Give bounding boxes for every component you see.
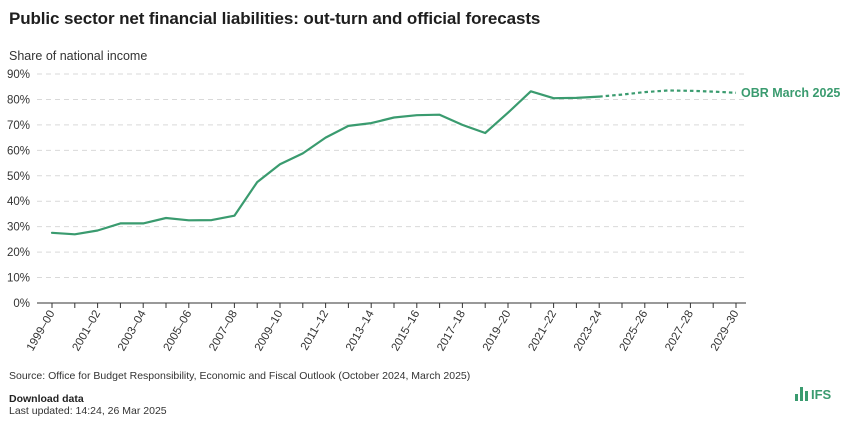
chart-title: Public sector net financial liabilities:… [9, 9, 541, 28]
x-tick-label: 2015–16 [390, 309, 423, 354]
x-tick-label: 2021–22 [526, 309, 559, 354]
x-tick-label: 2013–14 [344, 308, 377, 353]
x-axis: 1999–00 2001–02 2003–04 2005–06 2007–08 2009–… [25, 302, 746, 354]
y-tick-label: 80% [7, 94, 30, 106]
y-tick-label: 90% [7, 69, 30, 81]
logo-bar [795, 394, 798, 401]
annotations: OBR March 2025 [741, 86, 840, 100]
y-tick-label: 10% [7, 273, 30, 285]
x-tick-label: 2019–20 [481, 309, 514, 354]
x-tick-label: 2023–24 [572, 308, 605, 353]
y-tick-label: 0% [13, 298, 30, 310]
gridlines [37, 73, 746, 279]
series-end-label: OBR March 2025 [741, 86, 840, 100]
y-tick-label: 40% [7, 196, 30, 208]
series-lines [50, 89, 737, 236]
y-tick-label: 20% [7, 247, 30, 259]
x-tick-label: 2025–26 [618, 309, 651, 354]
x-tick-label: 2017–18 [435, 309, 468, 354]
download-data-link[interactable]: Download data [9, 393, 84, 405]
last-updated: Last updated: 14:24, 26 Mar 2025 [9, 405, 167, 417]
x-tick-label: 2001–02 [70, 309, 103, 354]
x-tick-label: 2007–08 [207, 309, 240, 354]
x-tick-label: 2003–04 [116, 308, 149, 353]
y-tick-label: 30% [7, 222, 30, 234]
source-note: Source: Office for Budget Responsibility… [9, 370, 471, 382]
y-tick-label: 70% [7, 120, 30, 132]
logo-bar [805, 391, 808, 401]
y-tick-label: 60% [7, 145, 30, 157]
logo-bar [800, 387, 803, 401]
y-axis-label: Share of national income [9, 49, 148, 63]
x-tick-label: 2009–10 [253, 309, 286, 354]
series-line-out-turn [50, 90, 601, 236]
x-tick-label: 2027–28 [663, 309, 696, 354]
logo-text: IFS [811, 387, 832, 402]
x-tick-label: 1999–00 [25, 309, 58, 354]
ifs-logo: IFS [795, 381, 831, 401]
y-tick-label: 50% [7, 171, 30, 183]
y-axis-ticks: 0% 10% 20% 30% 40% 50% 60% 70% 80% 90% [7, 69, 30, 310]
x-tick-label: 2011–12 [299, 309, 331, 353]
x-tick-label: 2005–06 [162, 309, 195, 354]
series-line-obr-march-2025 [599, 89, 737, 98]
x-tick-label: 2029–30 [709, 309, 742, 354]
